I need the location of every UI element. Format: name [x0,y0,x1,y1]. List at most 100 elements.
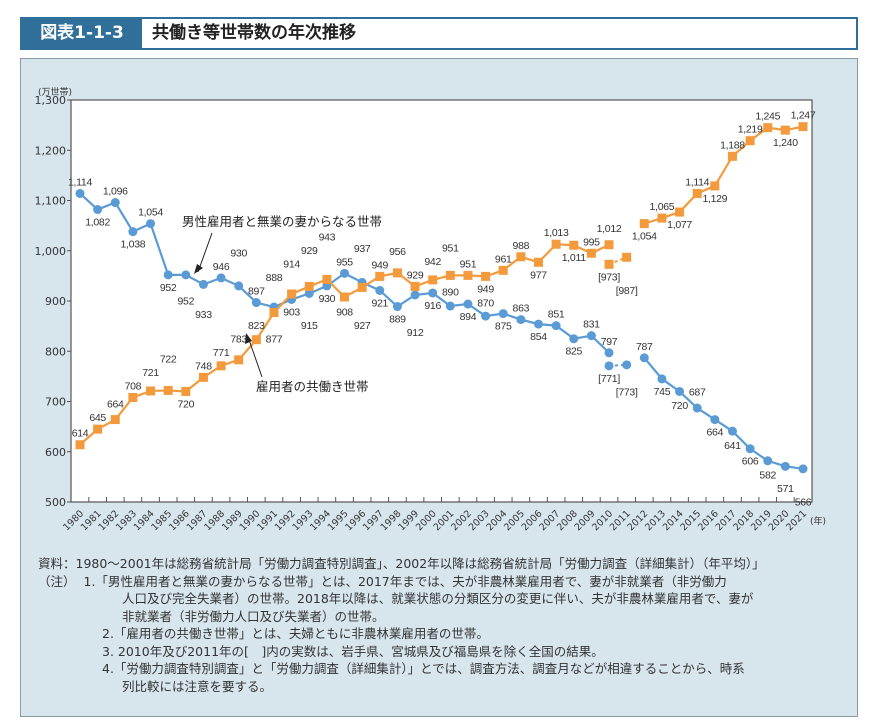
data-point [533,319,543,329]
data-point [428,288,438,298]
data-point [216,361,226,371]
data-label: 951 [442,242,459,254]
data-label: 927 [354,320,371,332]
data-label: 955 [336,256,353,268]
data-label: 1,240 [773,137,798,149]
data-label: 720 [671,400,688,412]
data-point [181,386,191,396]
y-tick-label: 1,000 [35,245,67,258]
data-label: 949 [371,259,388,271]
data-point [516,315,526,325]
data-point [463,270,473,280]
note-1-cont2: 非就業者（非労働力人口及び失業者）の世帯。 [122,608,385,624]
data-point [198,372,208,382]
data-label: 988 [513,240,530,252]
arrow-head-icon [194,264,203,274]
data-label: 571 [777,483,794,495]
data-point [251,298,261,308]
data-label: 645 [89,412,106,424]
data-label: 929 [301,245,318,257]
data-label: 914 [283,259,300,271]
data-label: 831 [583,319,600,331]
note-4-cont: 列比較には注意を要する。 [122,678,273,694]
data-point [234,281,244,291]
data-label: 1,013 [544,227,569,239]
data-point [75,440,85,450]
series-line [643,357,804,470]
data-label: 930 [319,293,336,305]
note-4: 4.「労働力調査特別調査」と「労働力調査（詳細集計）」とでは、調査方法、調査月な… [102,661,745,676]
y-tick-label: 700 [45,396,66,409]
data-label-bracketed: [973] [598,271,620,283]
data-point [586,248,596,258]
data-label: 1,247 [791,110,816,122]
line-chart: (万世帯) 500 600 700 800 900 1,000 1,100 1,200 1,300… [35,86,827,533]
data-point [481,311,491,321]
data-label: 908 [336,306,353,318]
data-label: 1,012 [597,223,622,235]
data-label: 912 [407,327,424,339]
data-point [604,361,614,371]
source-note: 資料：1980～2001年は総務省統計局「労働力調査特別調査」、2002年以降は… [38,556,765,571]
data-label: 875 [495,321,512,333]
data-point [93,424,103,434]
data-label: 687 [689,386,706,398]
x-tick-label: 2021 [784,508,809,533]
data-point [727,151,737,161]
data-point [675,386,685,396]
data-label: 1,054 [632,231,657,243]
data-point [604,348,614,358]
data-point [375,285,385,295]
data-label: 787 [636,341,653,353]
y-tick-label: 1,300 [35,94,67,107]
data-label: 720 [177,398,194,410]
data-label: 1,219 [738,124,763,136]
data-label: 929 [407,269,424,281]
data-point [375,271,385,281]
data-label: 614 [72,428,89,440]
data-point [622,360,632,370]
data-label: 951 [460,258,477,270]
data-label: 851 [548,309,565,321]
data-point [639,219,649,229]
data-point [498,309,508,319]
data-label: 1,129 [702,193,727,205]
data-label: 903 [283,306,300,318]
data-label: 937 [354,243,371,255]
data-label: 641 [724,440,741,452]
y-tick-label: 1,100 [35,195,67,208]
data-point [569,240,579,250]
data-point [533,257,543,267]
data-point [639,353,649,363]
data-point [128,227,138,237]
data-label: 952 [177,295,194,307]
data-point [710,181,720,191]
data-point [75,188,85,198]
data-point [146,219,156,229]
series-line [643,125,804,225]
data-point [745,444,755,454]
data-label: 949 [477,283,494,295]
data-label: 946 [213,261,230,273]
data-point [340,268,350,278]
data-point [93,205,103,215]
data-point [357,282,367,292]
note-label: （注） [38,573,76,589]
data-point [657,213,667,223]
series-annotation: 男性雇用者と無業の妻からなる世帯 [182,214,382,229]
data-label: 721 [142,367,159,379]
y-tick-label: 1,200 [35,144,67,157]
data-label: 748 [195,360,212,372]
series-annotation: 雇用者の共働き世帯 [256,379,369,394]
data-point [604,240,614,250]
data-point [110,415,120,425]
data-point [463,299,473,309]
data-point [763,123,773,133]
data-label: 1,245 [755,111,780,123]
data-point [340,292,350,302]
data-point [304,288,314,298]
data-label: 1,011 [562,252,586,264]
data-label: 722 [160,353,177,365]
data-label: 942 [424,256,441,268]
data-label: 854 [530,331,547,343]
